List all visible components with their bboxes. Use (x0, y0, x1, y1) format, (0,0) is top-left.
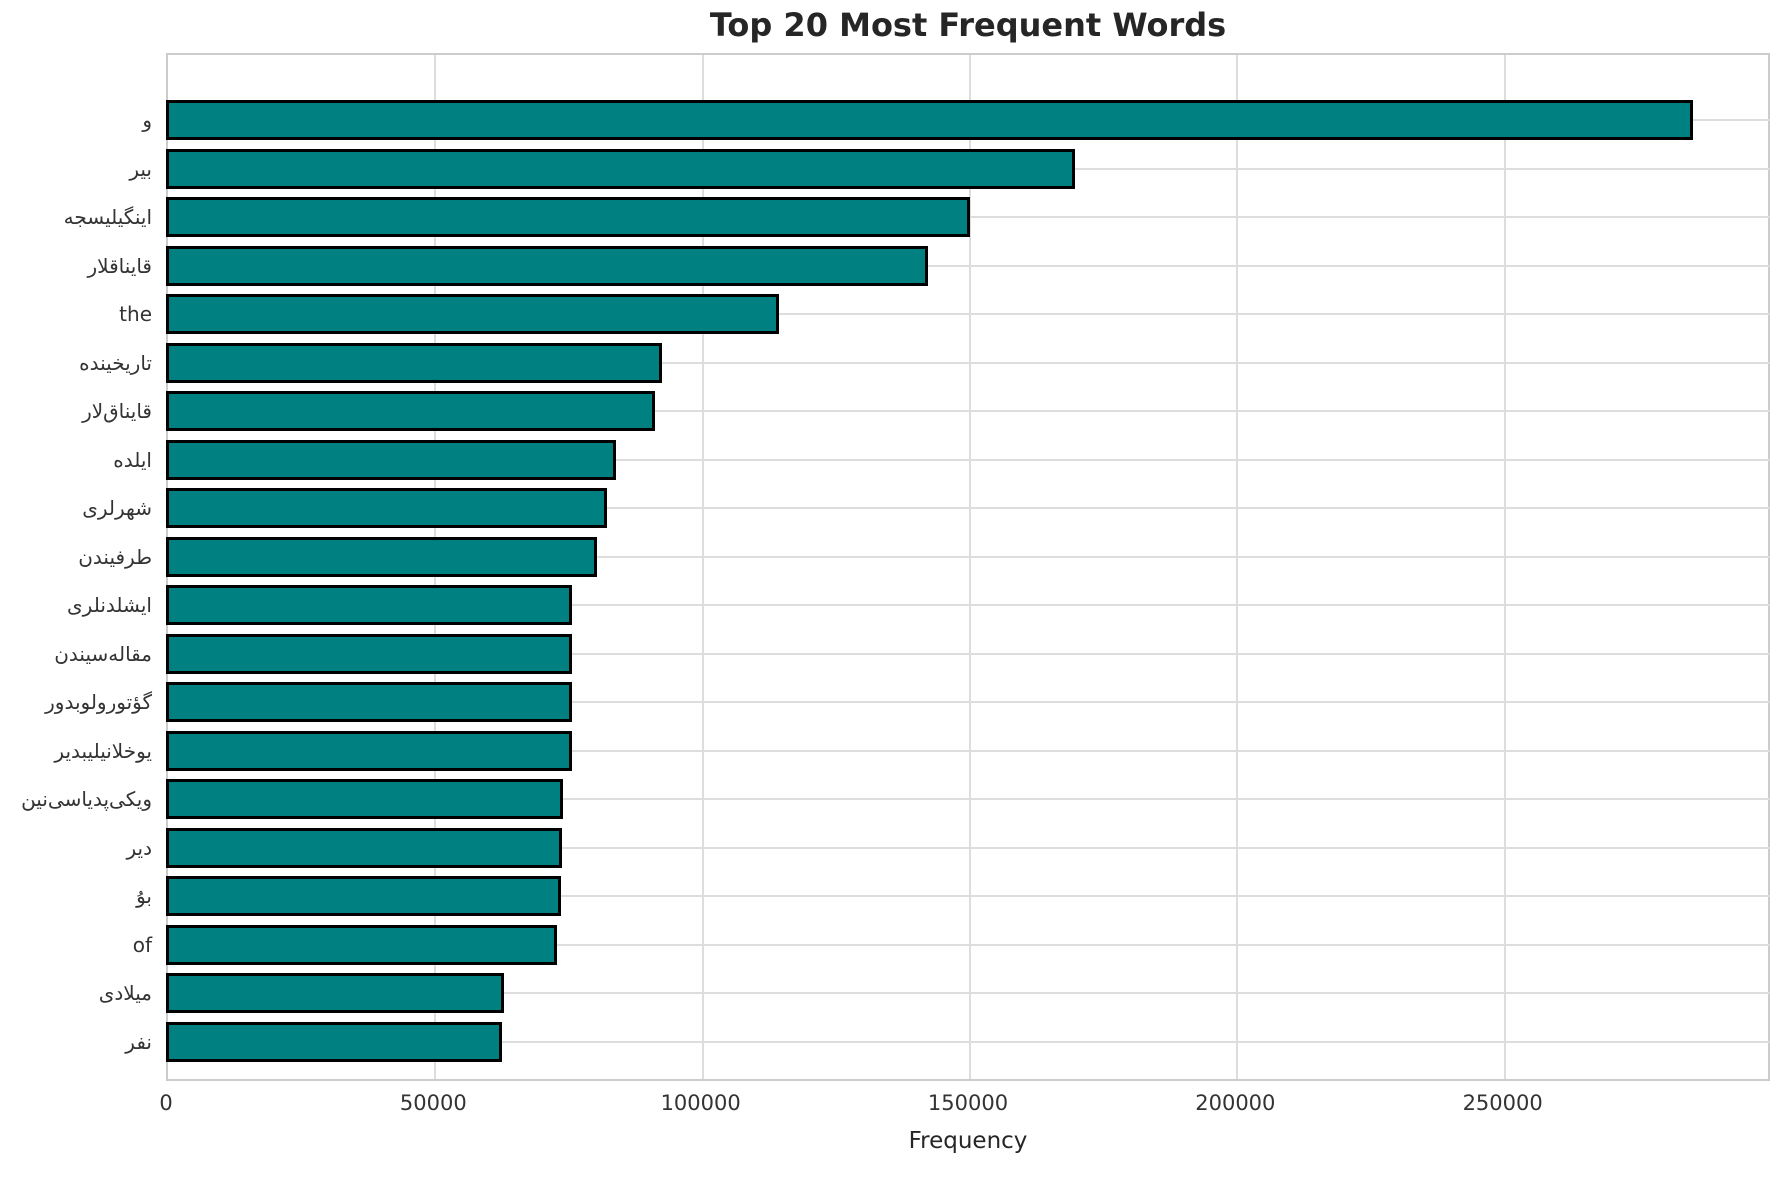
y-axis-tick-label: شهرلری (82, 496, 152, 520)
frequency-bar[interactable] (166, 633, 573, 674)
horizontal-gridline (166, 264, 1770, 267)
x-axis-tick-label: 200000 (1195, 1091, 1276, 1115)
x-axis-tick-label: 50000 (399, 1091, 467, 1115)
bar-row: ویکی‌پدیاسی‌نین (0, 775, 1784, 824)
bar-row: ایشلدنلری (0, 581, 1784, 630)
y-axis-tick-label: و (142, 108, 152, 132)
frequency-bar[interactable] (166, 342, 662, 383)
horizontal-gridline (166, 604, 1770, 606)
y-axis-tick-label: میلادی (98, 981, 152, 1005)
x-axis-label: Frequency (908, 1128, 1028, 1154)
frequency-bar[interactable] (166, 439, 617, 480)
horizontal-gridline (166, 1040, 1770, 1043)
y-axis-tick-label: بۇ (136, 884, 152, 908)
frequency-bar[interactable] (166, 730, 573, 771)
bar-row: تاریخینده (0, 338, 1784, 387)
frequency-bar[interactable] (166, 827, 562, 868)
horizontal-gridline (166, 895, 1770, 897)
x-axis-tick-label: 150000 (927, 1091, 1009, 1115)
frequency-bar[interactable] (166, 682, 573, 722)
y-axis-tick-label: of (132, 932, 152, 957)
horizontal-gridline (166, 652, 1770, 655)
frequency-bar[interactable] (166, 294, 780, 334)
x-axis-tick-label: 100000 (660, 1091, 741, 1115)
horizontal-gridline (166, 749, 1770, 752)
horizontal-gridline (166, 361, 1770, 364)
horizontal-gridline (166, 798, 1770, 800)
bar-row: ایلده (0, 435, 1784, 484)
bar-row: مقاله‌سیندن (0, 629, 1784, 678)
horizontal-gridline (166, 943, 1770, 946)
x-axis-tick-label: 0 (159, 1091, 173, 1115)
y-axis-tick-label: قایناق‌لار (82, 399, 152, 423)
y-axis-tick-label: دیر (126, 835, 152, 860)
y-axis-tick-label: بیر (129, 156, 152, 181)
y-axis-tick-label: یوخلانیلیبدیر (54, 738, 152, 763)
frequency-bar[interactable] (166, 876, 561, 916)
bar-row: the (0, 290, 1784, 339)
bar-row: بیر (0, 144, 1784, 193)
frequency-bar[interactable] (166, 973, 505, 1013)
y-axis-tick-label: تاریخینده (79, 350, 152, 375)
horizontal-gridline (166, 701, 1770, 703)
bar-row: دیر (0, 823, 1784, 872)
bar-row: قایناق‌لار (0, 387, 1784, 436)
bar-row: یوخلانیلیبدیر (0, 726, 1784, 775)
bar-row: و (0, 96, 1784, 145)
frequency-bar[interactable] (166, 100, 1693, 140)
x-axis-tick-label: 250000 (1462, 1091, 1543, 1115)
chart-title: Top 20 Most Frequent Words (709, 6, 1227, 44)
horizontal-gridline (166, 313, 1770, 315)
frequency-bar[interactable] (166, 245, 928, 286)
frequency-bar[interactable] (166, 488, 607, 528)
frequency-bar[interactable] (166, 1021, 502, 1062)
y-axis-tick-label: نفر (125, 1029, 152, 1054)
vertical-gridline (969, 55, 971, 1079)
horizontal-gridline (166, 458, 1770, 461)
bar-row: اینگیلیسجه (0, 193, 1784, 242)
horizontal-gridline (166, 555, 1770, 558)
y-axis-tick-label: طرفیندن (78, 544, 152, 569)
horizontal-gridline (166, 992, 1770, 994)
bar-row: قایناقلار (0, 241, 1784, 290)
horizontal-gridline (166, 410, 1770, 412)
frequency-bar[interactable] (166, 536, 598, 577)
frequency-bar[interactable] (166, 391, 656, 431)
vertical-gridline (1236, 55, 1239, 1079)
y-axis-tick-label: the (119, 302, 152, 326)
horizontal-gridline (166, 507, 1770, 509)
y-axis-tick-label: قایناقلار (87, 253, 152, 278)
frequency-bar[interactable] (166, 197, 971, 237)
y-axis-tick-label: ایلده (113, 447, 152, 472)
bar-row: میلادی (0, 969, 1784, 1018)
frequency-bar[interactable] (166, 924, 558, 965)
y-axis-tick-label: اینگیلیسجه (63, 205, 152, 229)
horizontal-gridline (166, 846, 1770, 849)
bar-row: طرفیندن (0, 532, 1784, 581)
vertical-gridline (1503, 55, 1506, 1079)
bar-row: بۇ (0, 872, 1784, 921)
frequency-bar[interactable] (166, 779, 563, 819)
bar-row: of (0, 920, 1784, 969)
y-axis-tick-label: گؤتورولوبدور (45, 690, 152, 714)
y-axis-tick-label: مقاله‌سیندن (54, 641, 152, 666)
bar-row: گؤتورولوبدور (0, 678, 1784, 727)
frequency-bar[interactable] (166, 585, 573, 625)
y-axis-tick-label: ویکی‌پدیاسی‌نین (21, 787, 152, 811)
frequency-bar[interactable] (166, 148, 1075, 189)
bar-row: نفر (0, 1017, 1784, 1066)
vertical-gridline (701, 55, 704, 1079)
y-axis-tick-label: ایشلدنلری (67, 593, 152, 617)
bar-row: شهرلری (0, 484, 1784, 533)
